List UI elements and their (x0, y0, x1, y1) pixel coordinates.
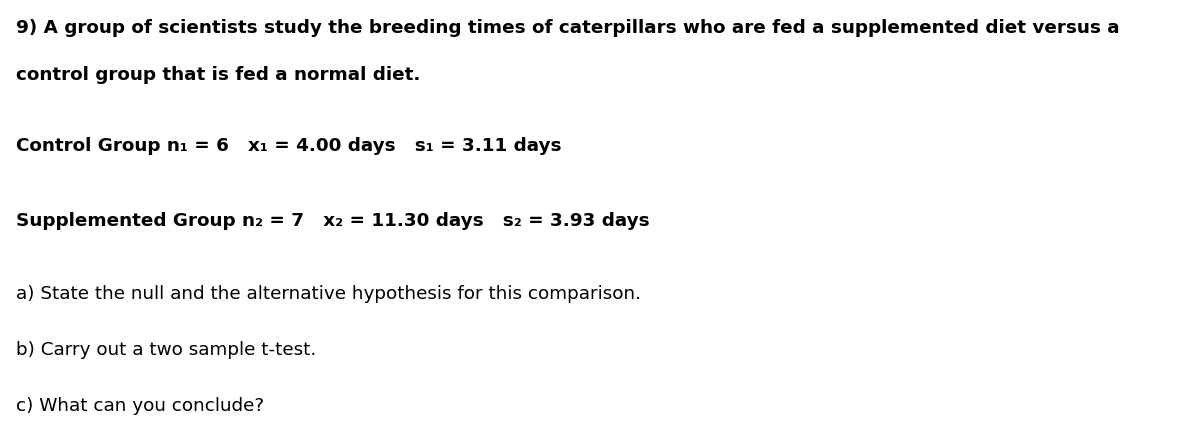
Text: Control Group n₁ = 6   x₁ = 4.00 days   s₁ = 3.11 days: Control Group n₁ = 6 x₁ = 4.00 days s₁ =… (16, 137, 562, 155)
Text: b) Carry out a two sample t-test.: b) Carry out a two sample t-test. (16, 341, 316, 359)
Text: 9) A group of scientists study the breeding times of caterpillars who are fed a : 9) A group of scientists study the breed… (16, 19, 1120, 37)
Text: control group that is fed a normal diet.: control group that is fed a normal diet. (16, 66, 420, 85)
Text: a) State the null and the alternative hypothesis for this comparison.: a) State the null and the alternative hy… (16, 285, 641, 303)
Text: Supplemented Group n₂ = 7   x₂ = 11.30 days   s₂ = 3.93 days: Supplemented Group n₂ = 7 x₂ = 11.30 day… (16, 212, 649, 230)
Text: c) What can you conclude?: c) What can you conclude? (16, 397, 264, 415)
